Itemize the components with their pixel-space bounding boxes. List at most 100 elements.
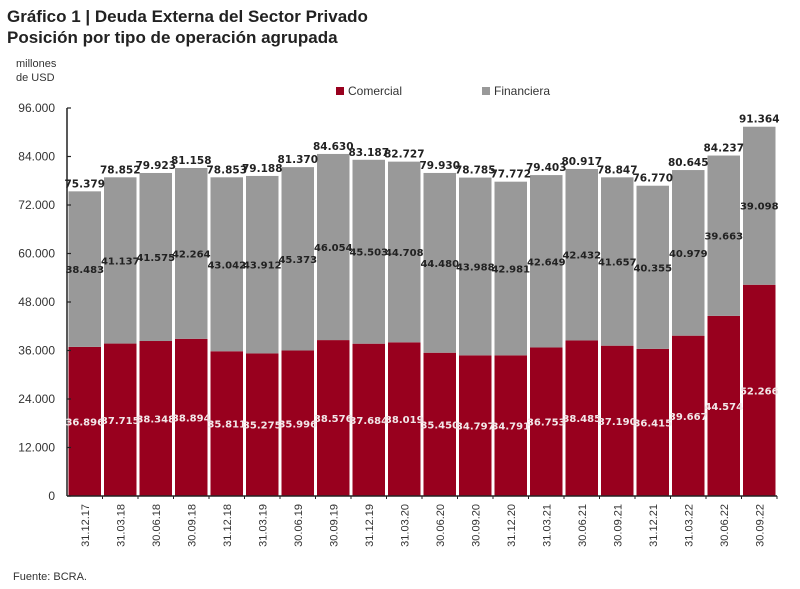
x-tick-label: 30.09.20	[470, 504, 482, 547]
comercial-value-label: 38.576	[314, 414, 353, 425]
financiera-value-label: 41.657	[598, 258, 637, 269]
bar-financiera-31.03.21	[530, 175, 563, 348]
financiera-value-label: 39.663	[704, 232, 743, 243]
bar-comercial-31.12.18	[210, 351, 243, 496]
bar-financiera-31.03.22	[672, 170, 705, 336]
bar-comercial-31.12.17	[68, 346, 101, 496]
x-tick-label: 30.06.19	[293, 504, 305, 547]
bar-comercial-30.09.19	[317, 340, 350, 496]
bar-financiera-31.12.18	[210, 177, 243, 352]
comercial-value-label: 37.715	[101, 416, 140, 427]
legend-swatch-comercial	[336, 87, 344, 95]
total-label: 79.930	[419, 160, 460, 172]
total-label: 83.187	[348, 147, 389, 159]
comercial-value-label: 35.450	[420, 420, 459, 431]
comercial-value-label: 38.348	[136, 415, 175, 426]
financiera-value-label: 46.054	[314, 243, 353, 254]
bar-comercial-30.06.22	[707, 315, 740, 496]
financiera-value-label: 40.979	[669, 249, 708, 260]
bar-comercial-31.03.19	[246, 353, 279, 496]
bar-financiera-30.06.18	[139, 172, 172, 342]
financiera-value-label: 41.575	[136, 253, 175, 264]
comercial-value-label: 35.275	[243, 421, 282, 432]
total-label: 77.772	[490, 169, 531, 181]
bar-financiera-31.03.20	[388, 161, 421, 343]
total-label: 79.188	[242, 163, 283, 175]
x-tick-label: 31.12.19	[364, 504, 376, 547]
legend-label-financiera: Financiera	[494, 84, 551, 98]
bar-financiera-31.12.19	[352, 159, 385, 344]
financiera-value-label: 42.649	[527, 257, 566, 268]
units-line1: millones	[16, 58, 57, 70]
bar-comercial-30.09.18	[175, 338, 208, 496]
total-label: 81.158	[171, 155, 212, 167]
total-label: 75.379	[64, 178, 105, 190]
y-tick-label: 72.000	[18, 198, 55, 212]
comercial-value-label: 52.266	[740, 386, 779, 397]
bar-comercial-30.06.21	[565, 340, 598, 496]
labels-group: 75.379 38.483 36.896 31.12.17 78.852 41.137 37…	[64, 114, 779, 547]
comercial-value-label: 36.896	[65, 417, 104, 428]
chart-title: Gráfico 1 | Deuda Externa del Sector Pri…	[7, 6, 368, 48]
bar-financiera-30.09.21	[601, 177, 634, 346]
x-tick-label: 30.06.18	[151, 504, 163, 547]
legend-swatch-financiera	[482, 87, 490, 95]
total-label: 79.923	[135, 160, 176, 172]
comercial-value-label: 38.894	[172, 413, 211, 424]
financiera-value-label: 45.373	[278, 255, 317, 266]
x-tick-label: 31.03.21	[541, 504, 553, 547]
source-note: Fuente: BCRA.	[13, 571, 87, 583]
total-label: 78.785	[455, 165, 496, 177]
x-tick-label: 31.03.22	[683, 504, 695, 547]
legend-item-financiera: Financiera	[482, 84, 550, 98]
total-label: 78.847	[597, 164, 638, 176]
legend-item-comercial: Comercial	[336, 84, 402, 98]
financiera-value-label: 44.480	[420, 259, 459, 270]
bar-financiera-30.06.21	[565, 168, 598, 341]
total-label: 80.645	[668, 157, 709, 169]
chart-title-line2: Posición por tipo de operación agrupada	[7, 28, 338, 47]
x-tick-label: 30.09.19	[328, 504, 340, 547]
bar-financiera-30.09.19	[317, 153, 350, 341]
comercial-value-label: 34.791	[491, 422, 530, 433]
total-label: 84.237	[703, 143, 744, 155]
bar-comercial-31.03.18	[104, 343, 137, 496]
comercial-value-label: 39.667	[669, 412, 708, 423]
bar-financiera-31.03.18	[104, 177, 137, 344]
chart-title-line1: Gráfico 1 | Deuda Externa del Sector Pri…	[7, 7, 368, 26]
total-label: 84.630	[313, 141, 354, 153]
bar-comercial-30.09.22	[743, 284, 776, 496]
y-tick-label: 0	[48, 489, 55, 503]
financiera-value-label: 43.912	[243, 261, 282, 272]
x-tick-label: 31.03.20	[399, 504, 411, 547]
x-tick-label: 30.09.22	[754, 504, 766, 547]
bar-comercial-30.06.18	[139, 341, 172, 496]
y-axis-units: millones de USD	[16, 57, 56, 85]
bar-financiera-30.06.22	[707, 155, 740, 316]
bar-comercial-30.09.21	[601, 345, 634, 496]
bar-comercial-31.03.21	[530, 347, 563, 496]
comercial-value-label: 37.684	[349, 416, 388, 427]
bar-comercial-31.03.22	[672, 335, 705, 496]
units-line2: de USD	[16, 72, 55, 84]
y-tick-label: 96.000	[18, 101, 55, 115]
bars-group	[68, 126, 776, 496]
comercial-value-label: 44.574	[704, 402, 743, 413]
total-label: 81.370	[277, 154, 318, 166]
financiera-value-label: 42.264	[172, 249, 211, 260]
financiera-value-label: 45.503	[349, 248, 388, 259]
x-tick-label: 30.06.20	[435, 504, 447, 547]
y-tick-label: 12.000	[18, 441, 55, 455]
x-tick-label: 31.03.18	[115, 504, 127, 547]
total-label: 91.364	[739, 114, 780, 126]
y-tick-label: 84.000	[18, 150, 55, 164]
bar-comercial-30.09.20	[459, 355, 492, 496]
financiera-value-label: 43.988	[456, 262, 495, 273]
total-label: 76.770	[632, 173, 673, 185]
x-tick-label: 31.12.20	[506, 504, 518, 547]
financiera-value-label: 39.098	[740, 202, 779, 213]
financiera-value-label: 44.708	[385, 248, 424, 259]
bar-financiera-30.06.20	[423, 172, 456, 353]
y-tick-label: 24.000	[18, 392, 55, 406]
